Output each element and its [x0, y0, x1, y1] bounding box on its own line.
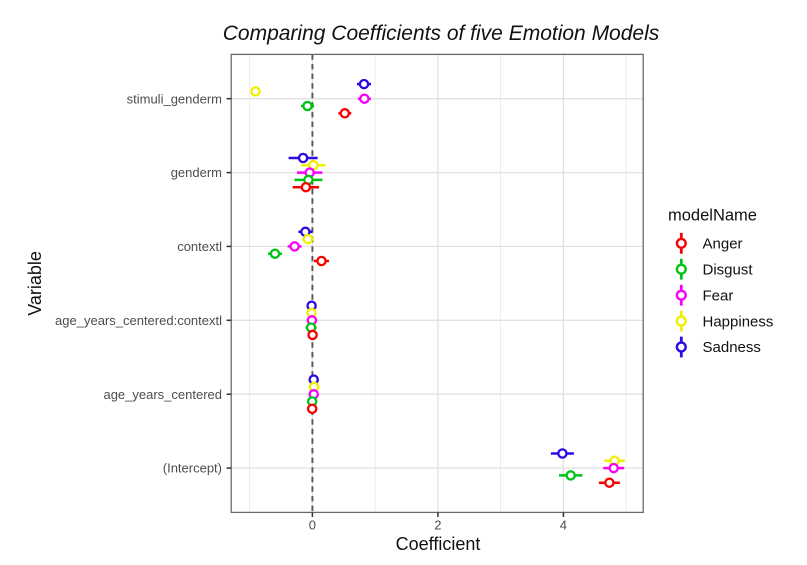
- svg-text:contextl: contextl: [177, 239, 222, 254]
- svg-text:2: 2: [434, 518, 441, 533]
- svg-text:Variable: Variable: [25, 251, 45, 316]
- svg-text:Sadness: Sadness: [703, 339, 761, 356]
- svg-text:0: 0: [309, 518, 316, 533]
- svg-text:Coefficient: Coefficient: [396, 534, 481, 554]
- svg-text:4: 4: [560, 518, 567, 533]
- svg-text:Comparing Coefficients of five: Comparing Coefficients of five Emotion M…: [223, 22, 660, 45]
- svg-text:Disgust: Disgust: [703, 261, 754, 278]
- svg-text:Fear: Fear: [703, 287, 734, 304]
- svg-text:age_years_centered: age_years_centered: [103, 387, 222, 402]
- svg-text:modelName: modelName: [668, 207, 757, 225]
- svg-text:(Intercept): (Intercept): [163, 461, 222, 476]
- svg-text:Happiness: Happiness: [703, 313, 774, 330]
- svg-text:Anger: Anger: [703, 236, 743, 253]
- svg-text:genderm: genderm: [171, 165, 222, 180]
- svg-text:age_years_centered:contextl: age_years_centered:contextl: [55, 313, 222, 328]
- svg-text:stimuli_genderm: stimuli_genderm: [127, 91, 222, 106]
